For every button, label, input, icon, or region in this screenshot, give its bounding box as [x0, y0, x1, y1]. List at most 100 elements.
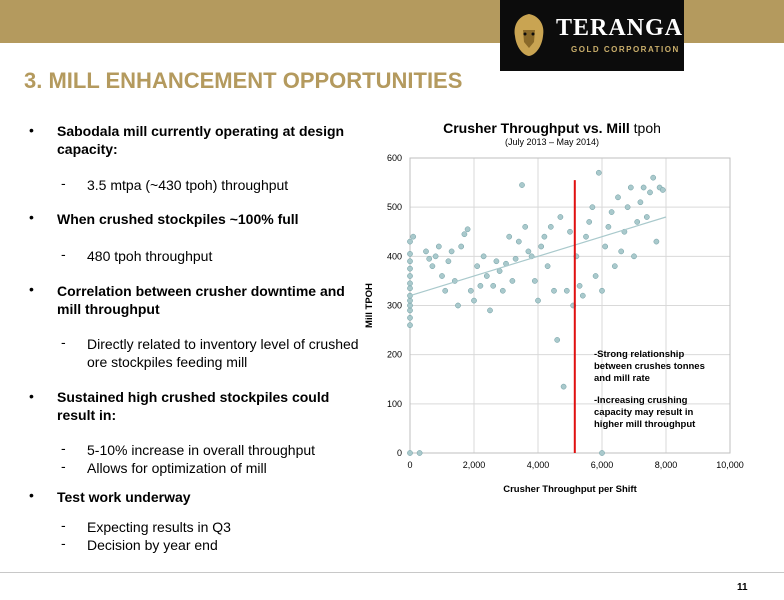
data-point — [522, 223, 529, 230]
data-point — [407, 273, 413, 279]
bullet-dot: • — [29, 281, 34, 297]
data-point — [631, 253, 637, 260]
sub-dash: - — [61, 334, 66, 350]
sub-item: 480 tpoh throughput — [87, 248, 213, 264]
data-point — [592, 273, 599, 279]
data-point — [547, 223, 554, 230]
footer-divider — [0, 572, 784, 573]
data-point — [599, 450, 605, 456]
chart-annotation: -Strong relationship between crushes tonn… — [594, 349, 705, 384]
bullet-item: Sustained high crushed stockpiles could … — [57, 389, 330, 423]
data-point — [650, 174, 657, 181]
bullet-item: Correlation between crusher downtime and… — [57, 283, 345, 317]
data-point — [627, 184, 634, 191]
data-point — [407, 297, 413, 304]
data-point — [538, 243, 545, 250]
x-tick-label: 0 — [407, 460, 412, 470]
page-number: 11 — [737, 582, 748, 593]
data-point — [435, 243, 442, 250]
data-point — [407, 265, 413, 272]
data-point — [551, 287, 557, 294]
data-point — [624, 204, 631, 211]
data-point — [407, 251, 413, 257]
data-point — [471, 297, 477, 304]
bullet-dot: • — [29, 122, 34, 138]
sub-dash: - — [61, 517, 66, 533]
y-tick-label: 500 — [387, 202, 402, 212]
data-point — [611, 263, 618, 270]
data-point — [499, 287, 506, 294]
bullet-item: Sabodala mill currently operating at des… — [57, 123, 345, 157]
company-logo: TERANGA GOLD CORPORATION — [500, 0, 684, 71]
x-tick-label: 8,000 — [655, 460, 678, 470]
data-point — [442, 287, 449, 294]
data-point — [407, 258, 413, 265]
data-point — [525, 248, 532, 255]
bullet-dot: • — [29, 209, 34, 225]
data-point — [490, 282, 497, 289]
data-point — [653, 238, 660, 245]
data-point — [407, 307, 413, 314]
data-point — [483, 273, 490, 279]
data-point — [426, 255, 433, 262]
data-point — [618, 248, 625, 255]
data-point — [586, 219, 593, 225]
data-point — [461, 231, 468, 238]
sub-item: Expecting results in Q3 — [87, 519, 231, 535]
sub-item: Allows for optimization of mill — [87, 460, 267, 476]
sub-dash: - — [61, 175, 66, 191]
data-point — [583, 233, 589, 240]
chart-annotation: -Increasing crushing capacity may result … — [594, 395, 696, 430]
data-point — [407, 450, 413, 456]
data-point — [477, 282, 484, 289]
bullet-dot: • — [29, 487, 34, 503]
data-point — [605, 223, 612, 230]
data-point — [602, 243, 609, 250]
data-point — [579, 292, 586, 299]
data-point — [541, 233, 548, 240]
data-point — [637, 199, 644, 206]
data-point — [634, 219, 641, 225]
data-point — [563, 287, 570, 294]
data-point — [407, 280, 413, 287]
sub-dash: - — [61, 535, 66, 551]
data-point — [560, 383, 567, 390]
lion-logo-icon — [514, 14, 544, 56]
data-point — [423, 248, 429, 255]
data-point — [416, 450, 423, 456]
y-tick-label: 600 — [387, 153, 402, 163]
data-point — [509, 278, 516, 284]
bullet-item: When crushed stockpiles ~100% full — [57, 211, 299, 227]
sub-item: 3.5 mtpa (~430 tpoh) throughput — [87, 177, 289, 193]
logo-name: TERANGA — [556, 15, 684, 41]
data-point — [659, 187, 666, 193]
data-point — [599, 287, 605, 294]
data-point — [458, 243, 465, 250]
data-point — [429, 263, 436, 270]
data-point — [407, 302, 413, 309]
y-tick-label: 400 — [387, 251, 402, 261]
x-axis-label: Crusher Throughput per Shift — [503, 484, 637, 495]
chart-title: Crusher Throughput vs. Mill tpoh — [400, 120, 704, 136]
data-point — [595, 169, 602, 176]
data-point — [467, 287, 474, 294]
data-point — [487, 307, 493, 314]
data-point — [464, 226, 471, 233]
chart-subtitle: (July 2013 – May 2014) — [504, 137, 600, 147]
data-point — [544, 263, 551, 270]
sub-item: 5-10% increase in overall throughput — [87, 442, 316, 458]
logo-subtitle: GOLD CORPORATION — [571, 45, 680, 54]
data-point — [493, 258, 500, 265]
y-tick-label: 0 — [397, 448, 402, 458]
x-tick-label: 4,000 — [527, 460, 550, 470]
data-point — [410, 233, 417, 240]
trendline — [409, 216, 667, 297]
y-tick-label: 200 — [387, 350, 402, 360]
data-point — [439, 273, 445, 279]
data-point — [407, 238, 413, 245]
data-point — [407, 285, 413, 292]
sub-dash: - — [61, 458, 66, 474]
data-point — [576, 282, 583, 289]
data-point — [474, 263, 481, 270]
data-point — [567, 228, 573, 235]
